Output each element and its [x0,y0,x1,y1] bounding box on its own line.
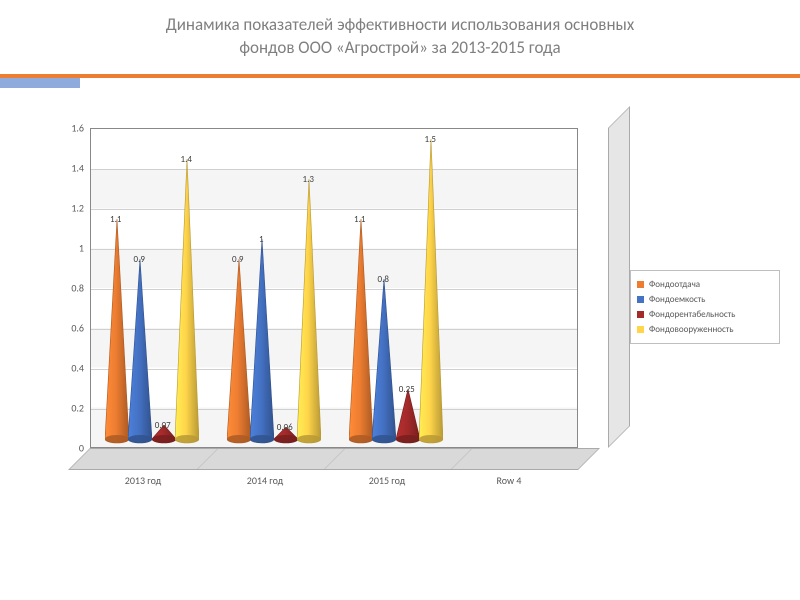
cone [372,279,396,447]
cone [105,219,129,447]
data-label: 1.4 [181,154,192,165]
legend-label: Фондорентабельность [649,309,735,320]
cone [396,389,420,447]
chart-wall-right [608,106,630,448]
data-label: 1 [259,234,264,245]
cone [250,239,274,447]
legend-item: Фондоотдача [637,277,773,292]
legend-swatch [637,311,644,318]
data-label: 0.8 [378,274,389,285]
chart-plot [90,128,578,448]
legend-item: Фондоемкость [637,292,773,307]
data-label: 0.06 [277,422,293,433]
y-tick: 1.6 [48,122,84,135]
legend-swatch [637,281,644,288]
y-tick: 0 [48,442,84,455]
header-divider [0,74,800,88]
data-label: 1.3 [303,174,314,185]
data-label: 1.1 [110,214,121,225]
cone [227,259,251,447]
data-label: 0.9 [134,254,145,265]
cone [128,259,152,447]
y-tick: 1 [48,242,84,255]
legend-label: Фондоотдача [649,279,700,290]
header-bar-orange [0,74,800,78]
data-label: 0.25 [399,384,415,395]
slide-title: Динамика показателей эффективности испол… [0,0,800,68]
y-tick: 1.4 [48,162,84,175]
legend-swatch [637,296,644,303]
header-bar-blue [0,78,80,88]
legend-label: Фондоемкость [649,294,705,305]
y-tick: 0.4 [48,362,84,375]
y-tick: 0.2 [48,402,84,415]
legend-swatch [637,326,644,333]
y-tick: 1.2 [48,202,84,215]
legend: Фондоотдача Фондоемкость Фондорентабельнос… [630,270,780,344]
data-label: 0.9 [232,254,243,265]
x-label: Row 4 [449,474,569,487]
data-label: 0.07 [155,420,171,431]
cone [175,159,199,447]
x-label: 2014 год [205,474,325,487]
legend-label: Фондовооруженность [649,324,734,335]
cone [419,139,443,447]
cone [297,179,321,447]
legend-item: Фондорентабельность [637,307,773,322]
x-label: 2015 год [327,474,447,487]
x-label: 2013 год [83,474,203,487]
y-tick: 0.6 [48,322,84,335]
data-label: 1.1 [354,214,365,225]
chart: 0 0.2 0.4 0.6 0.8 1 1.2 1.4 1.6 2013 год2014 год… [48,120,608,500]
chart-floor [68,448,600,470]
title-line-2: фондов ООО «Агрострой» за 2013-2015 года [239,37,560,58]
data-label: 1.5 [425,134,436,145]
title-line-1: Динамика показателей эффективности испол… [166,14,634,35]
legend-item: Фондовооруженность [637,322,773,337]
cone [349,219,373,447]
y-tick: 0.8 [48,282,84,295]
